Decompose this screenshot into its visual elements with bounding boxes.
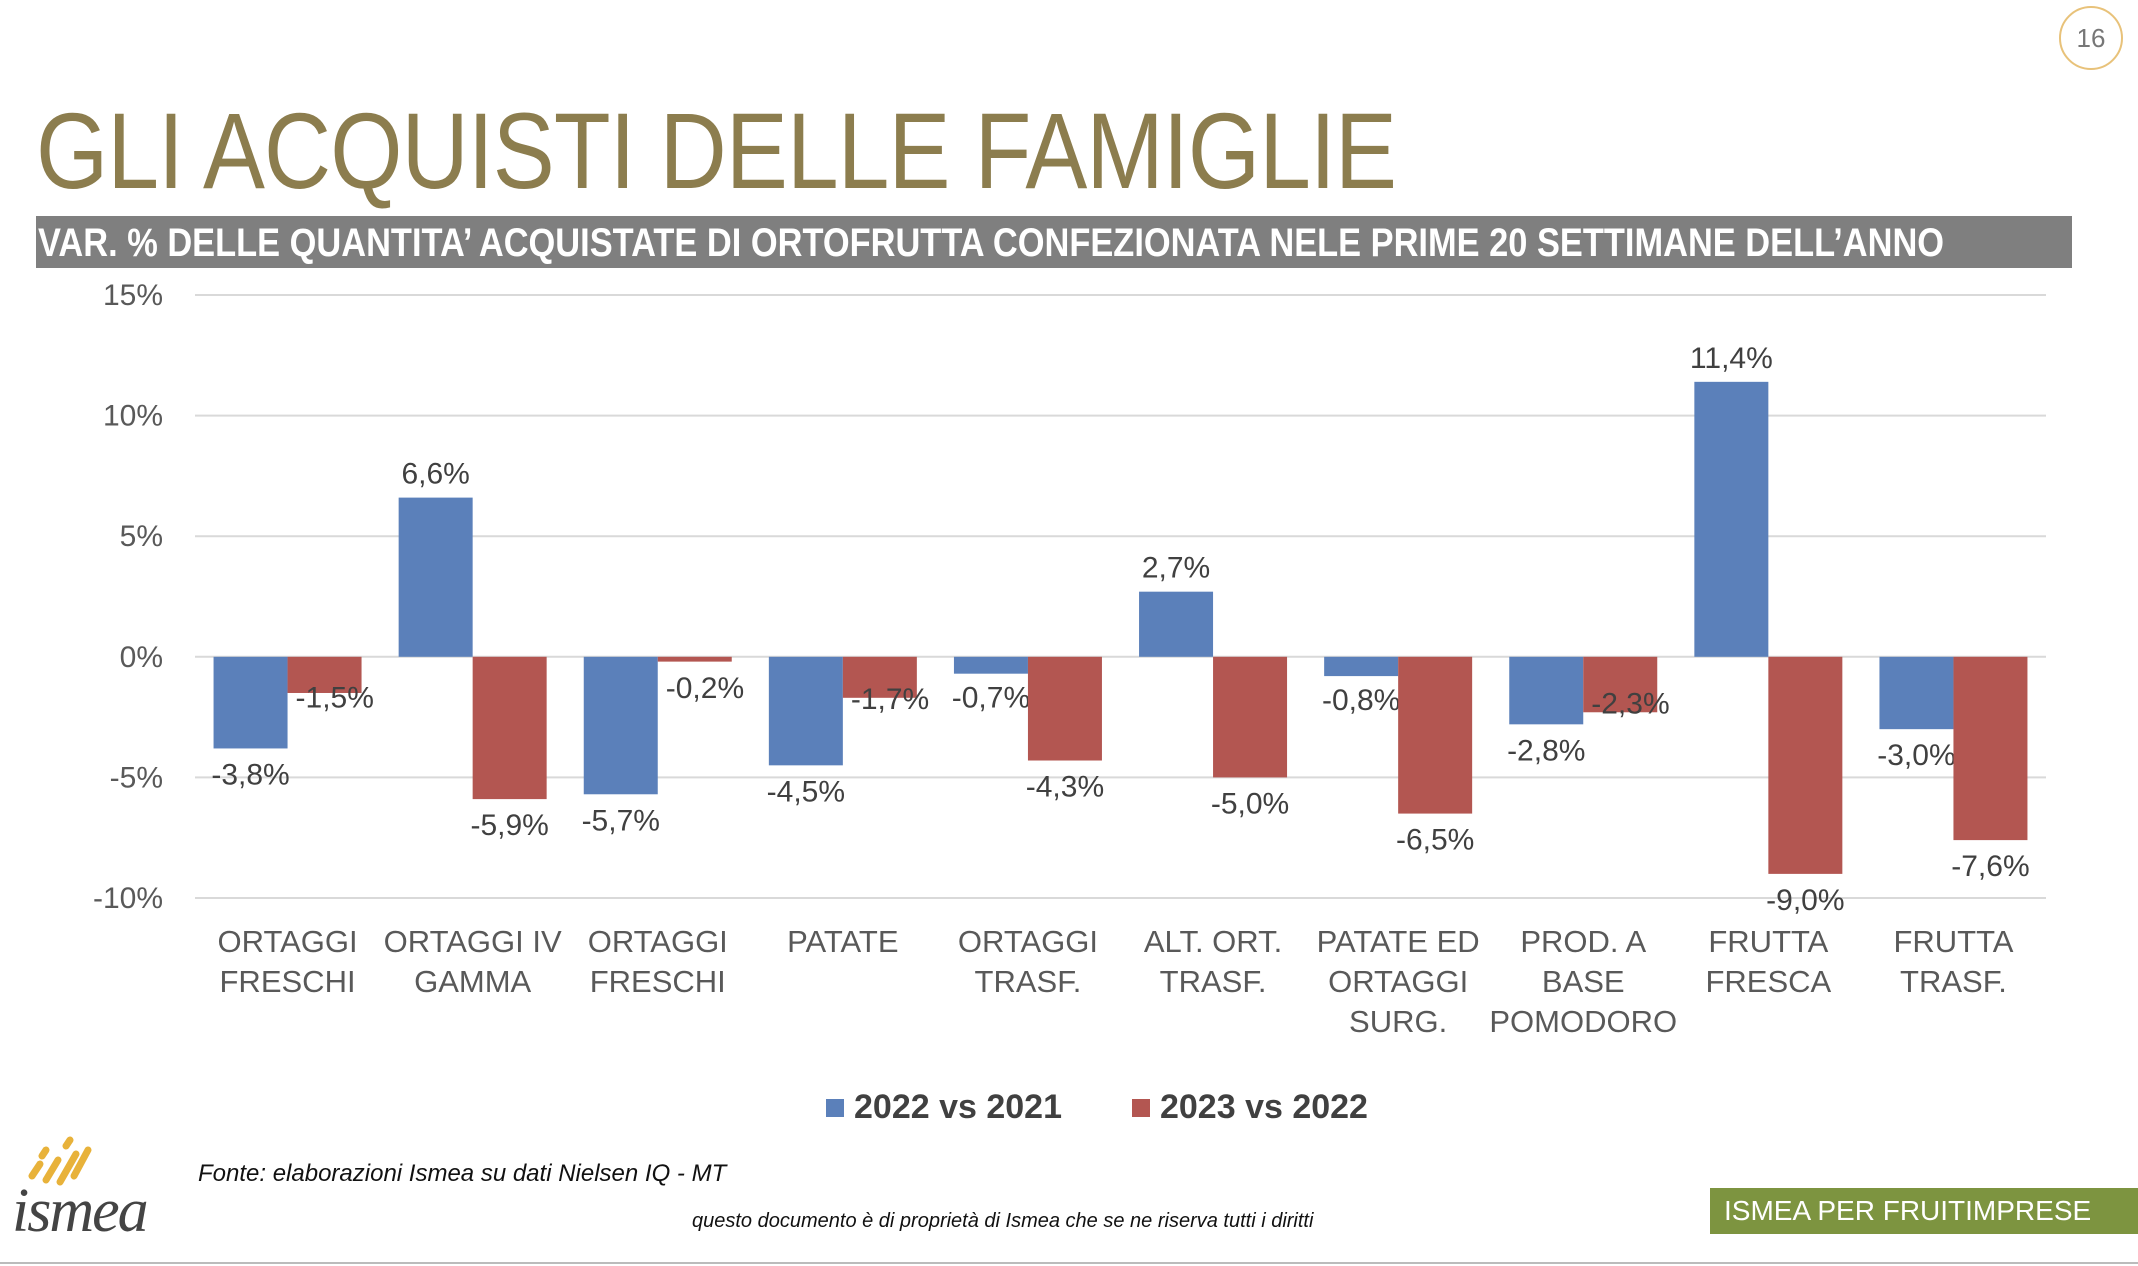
legend-label-2022: 2022 vs 2021 xyxy=(854,1088,1062,1126)
logo-mark-icon xyxy=(28,1136,92,1186)
data-label-2023: -5,9% xyxy=(470,809,548,842)
bar-2023 xyxy=(657,656,732,662)
x-tick-label: SURG. xyxy=(1349,1004,1447,1039)
data-label-2022: -5,7% xyxy=(582,804,660,837)
x-tick-label: ORTAGGI xyxy=(588,924,728,959)
data-label-2023: -5,0% xyxy=(1211,787,1289,820)
ismea-logo: ismea xyxy=(12,1136,192,1248)
x-tick-label: FRESCHI xyxy=(590,964,726,999)
data-label-2022: -2,8% xyxy=(1507,734,1585,767)
bar-2022 xyxy=(583,656,658,795)
logo-text: ismea xyxy=(12,1177,149,1245)
chart-legend: 2022 vs 2021 2023 vs 2022 xyxy=(826,1088,1438,1127)
bar-2022 xyxy=(768,656,843,766)
data-label-2023: -4,3% xyxy=(1026,771,1104,804)
legend-item-2023: 2023 vs 2022 xyxy=(1131,1088,1368,1127)
bar-2023 xyxy=(1027,656,1102,761)
bar-2023 xyxy=(1213,656,1288,778)
x-tick-label: ORTAGGI xyxy=(218,924,358,959)
data-label-2022: -3,8% xyxy=(211,758,289,791)
data-label-2022: 2,7% xyxy=(1142,552,1210,585)
x-tick-label: BASE xyxy=(1542,964,1625,999)
x-tick-label: GAMMA xyxy=(414,964,531,999)
data-label-2022: 6,6% xyxy=(401,458,469,491)
bar-2023 xyxy=(1953,656,2028,841)
bar-2023 xyxy=(1583,656,1658,713)
bar-2023 xyxy=(842,656,917,698)
x-tick-label: ORTAGGI xyxy=(1328,964,1468,999)
x-tick-label: PATATE xyxy=(787,924,898,959)
subtitle-bar: VAR. % DELLE QUANTITA’ ACQUISTATE DI ORT… xyxy=(36,216,2072,268)
bar-2022 xyxy=(1324,656,1399,677)
page-title: GLI ACQUISTI DELLE FAMIGLIE xyxy=(36,90,1397,211)
legend-label-2023: 2023 vs 2022 xyxy=(1159,1088,1368,1126)
bar-2022 xyxy=(398,497,473,657)
x-tick-label: ORTAGGI IV xyxy=(384,924,562,959)
data-label-2023: -0,2% xyxy=(666,672,744,705)
data-label-2023: -6,5% xyxy=(1396,824,1474,857)
data-label-2022: -3,0% xyxy=(1877,739,1955,772)
x-tick-label: FRUTTA xyxy=(1708,924,1828,959)
x-tick-label: FRESCA xyxy=(1705,964,1831,999)
page-number: 16 xyxy=(2059,6,2123,70)
bar-chart: 15% 10% 5% 0% -5% -10% -3,8% -1,5% ORTAGGI FRESCH… xyxy=(93,279,2046,1039)
footer-tag: ISMEA PER FRUITIMPRESE xyxy=(1710,1188,2138,1234)
x-tick-label: TRASF. xyxy=(975,964,1082,999)
x-tick-label: FRUTTA xyxy=(1893,924,2013,959)
data-label-2023: -1,7% xyxy=(851,683,929,716)
data-label-2023: -7,6% xyxy=(1951,850,2029,883)
legend-swatch-2022 xyxy=(826,1098,844,1117)
x-tick-label: POMODORO xyxy=(1489,1004,1677,1039)
x-tick-label: ALT. ORT. xyxy=(1144,924,1282,959)
y-tick-label: 0% xyxy=(120,641,163,674)
y-tick-label: 5% xyxy=(120,520,163,553)
x-tick-label: PROD. A xyxy=(1520,924,1646,959)
data-label-2023: -1,5% xyxy=(296,682,374,715)
y-tick-label: -5% xyxy=(110,761,163,794)
legend-item-2022: 2022 vs 2021 xyxy=(826,1088,1062,1127)
data-label-2022: -0,8% xyxy=(1322,684,1400,717)
data-label-2022: -0,7% xyxy=(952,682,1030,715)
bar-2023 xyxy=(472,656,547,800)
bar-2022 xyxy=(213,656,288,749)
legend-swatch-2023 xyxy=(1131,1098,1150,1117)
bar-2022 xyxy=(1879,656,1954,730)
y-tick-label: -10% xyxy=(93,882,163,915)
x-tick-label: TRASF. xyxy=(1160,964,1267,999)
copyright-note: questo documento è di proprietà di Ismea… xyxy=(692,1210,1314,1232)
bar-2022 xyxy=(1139,591,1214,657)
source-note: Fonte: elaborazioni Ismea su dati Nielse… xyxy=(198,1160,727,1187)
y-tick-label: 10% xyxy=(103,400,163,433)
bar-2023 xyxy=(287,656,362,693)
bar-2022 xyxy=(1509,656,1584,725)
data-label-2023: -2,3% xyxy=(1591,687,1669,720)
x-tick-label: ORTAGGI xyxy=(958,924,1098,959)
bar-2022 xyxy=(953,656,1028,674)
data-label-2023: -9,0% xyxy=(1766,884,1844,917)
data-label-2022: -4,5% xyxy=(767,775,845,808)
chart-subtitle: VAR. % DELLE QUANTITA’ ACQUISTATE DI ORT… xyxy=(38,221,1945,265)
bottom-divider xyxy=(0,1262,2138,1264)
x-tick-label: PATATE ED xyxy=(1317,924,1480,959)
y-tick-label: 15% xyxy=(103,279,163,312)
bar-2023 xyxy=(1398,656,1473,814)
bar-2023 xyxy=(1768,656,1843,874)
x-tick-label: TRASF. xyxy=(1900,964,2007,999)
bar-2022 xyxy=(1694,381,1769,657)
data-label-2022: 11,4% xyxy=(1690,342,1773,375)
x-tick-label: FRESCHI xyxy=(220,964,356,999)
